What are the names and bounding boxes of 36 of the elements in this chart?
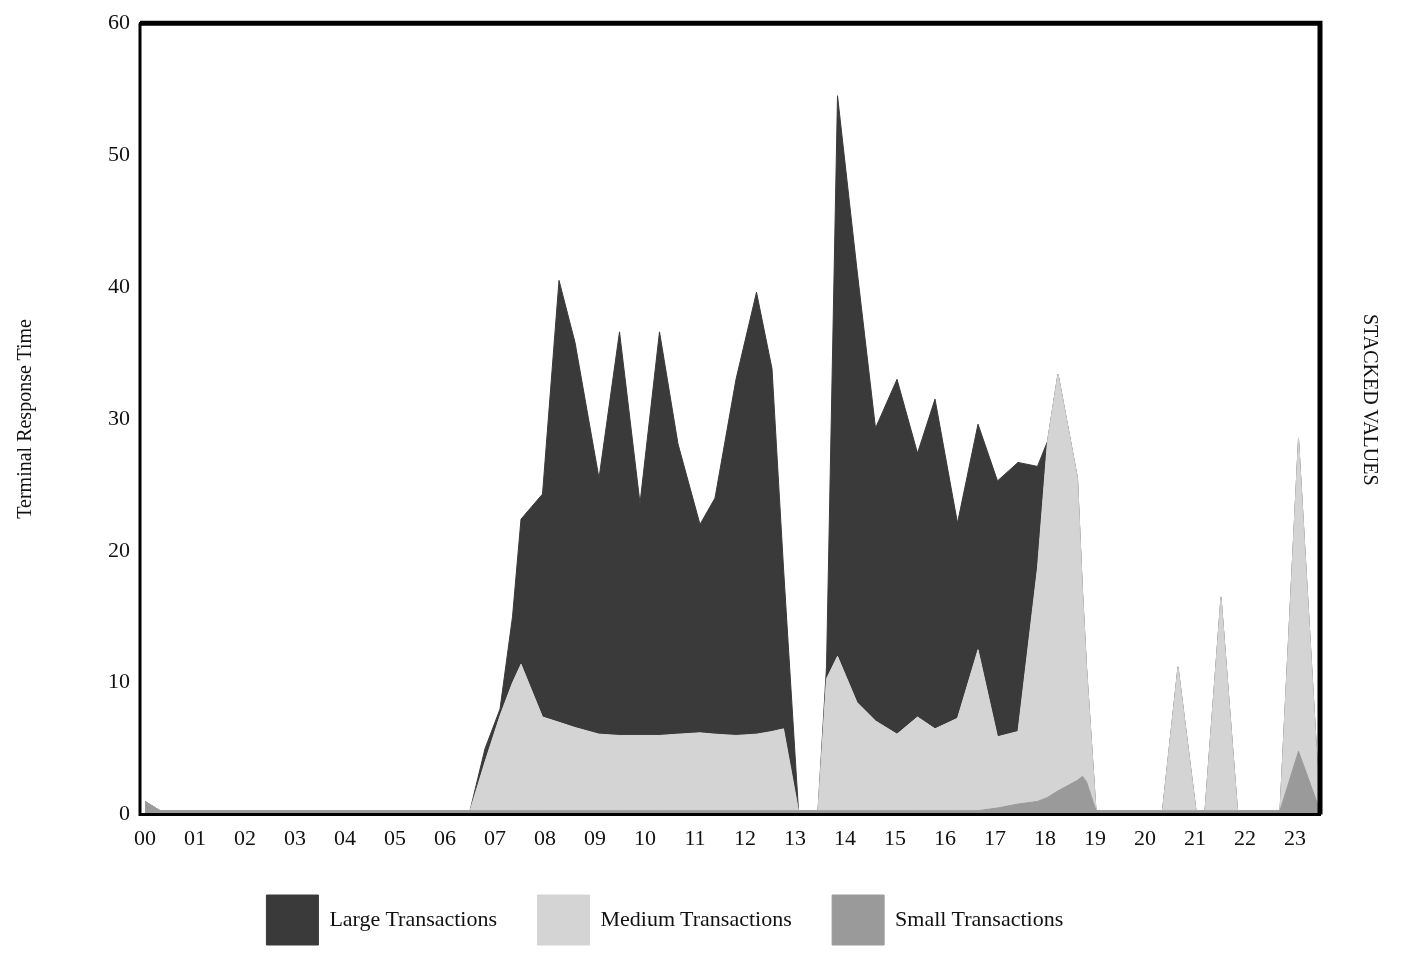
legend-label: Small Transactions bbox=[895, 905, 1064, 931]
x-tick-label: 16 bbox=[934, 824, 956, 850]
y-tick-label: 30 bbox=[108, 404, 130, 430]
text: STACKED VALUES bbox=[1358, 314, 1382, 486]
x-tick-label: 00 bbox=[134, 824, 156, 850]
x-tick-label: 10 bbox=[634, 824, 656, 850]
x-tick-label: 21 bbox=[1184, 824, 1206, 850]
y-tick-label: 0 bbox=[119, 800, 130, 826]
x-tick-label: 15 bbox=[884, 824, 906, 850]
legend-label: Large Transactions bbox=[329, 905, 498, 931]
x-tick-label: 09 bbox=[584, 824, 606, 850]
x-tick-label: 17 bbox=[984, 824, 1006, 850]
x-tick-label: 03 bbox=[284, 824, 306, 850]
x-tick-label: 23 bbox=[1284, 824, 1306, 850]
x-tick-label: 19 bbox=[1084, 824, 1106, 850]
x-tick-label: 11 bbox=[684, 824, 706, 850]
x-tick-label: 14 bbox=[834, 824, 856, 850]
legend-label: Medium Transactions bbox=[600, 905, 792, 931]
x-tick-label: 02 bbox=[234, 824, 256, 850]
x-tick-label: 06 bbox=[434, 824, 456, 850]
x-tick-label: 07 bbox=[484, 824, 506, 850]
y-tick-label: 40 bbox=[108, 272, 130, 298]
y-tick-label: 60 bbox=[108, 8, 130, 34]
y-tick-label: 20 bbox=[108, 536, 130, 562]
x-tick-label: 08 bbox=[534, 824, 556, 850]
x-tick-label: 01 bbox=[184, 824, 206, 850]
x-tick-label: 18 bbox=[1034, 824, 1056, 850]
x-tick-label: 20 bbox=[1134, 824, 1156, 850]
y-tick-label: 50 bbox=[108, 140, 130, 166]
x-tick-label: 12 bbox=[734, 824, 756, 850]
x-tick-label: 05 bbox=[384, 824, 406, 850]
y-tick-label: 10 bbox=[108, 668, 130, 694]
x-tick-label: 13 bbox=[784, 824, 806, 850]
x-tick-label: 22 bbox=[1234, 824, 1256, 850]
x-tick-label: 04 bbox=[334, 824, 356, 850]
y-axis-title: Terminal Response Time bbox=[13, 318, 37, 519]
